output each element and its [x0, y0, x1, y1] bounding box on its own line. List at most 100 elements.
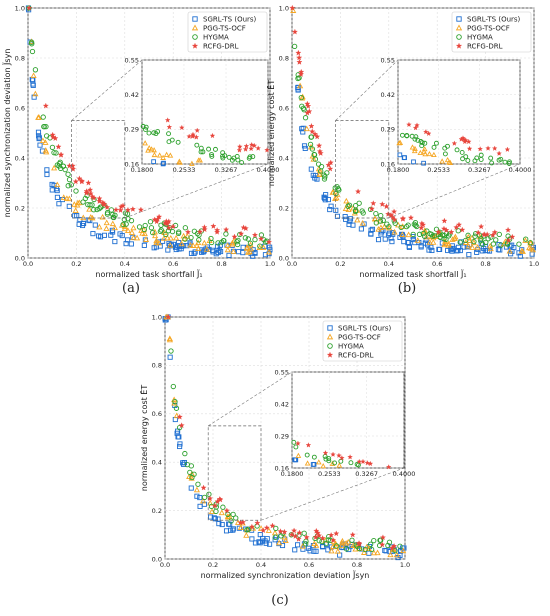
legend-entry: HYGMA	[338, 342, 364, 350]
marker-circle	[465, 232, 471, 238]
inset-x-tick-label: 0.3267	[215, 166, 238, 174]
marker-star	[399, 215, 406, 222]
marker-triangle	[74, 199, 81, 206]
marker-square	[197, 495, 203, 501]
marker-star	[327, 159, 334, 166]
marker-square	[31, 94, 37, 100]
marker-square	[176, 246, 182, 252]
marker-circle	[219, 239, 225, 245]
marker-circle	[196, 237, 202, 243]
marker-triangle	[487, 242, 494, 249]
marker-circle	[234, 239, 240, 245]
zoom-region	[335, 120, 390, 219]
marker-circle	[527, 240, 533, 246]
marker-square	[437, 246, 443, 252]
marker-circle	[163, 231, 169, 237]
marker-circle	[523, 236, 529, 242]
marker-circle	[239, 160, 245, 165]
marker-circle	[352, 202, 359, 209]
marker-triangle	[405, 231, 412, 238]
marker-star	[295, 440, 301, 446]
marker-circle	[209, 152, 214, 157]
inset-connector	[124, 163, 269, 219]
legend-entry: HYGMA	[203, 33, 229, 41]
marker-circle	[68, 182, 74, 188]
marker-circle	[235, 237, 241, 244]
marker-star	[26, 4, 33, 11]
marker-triangle	[526, 244, 533, 251]
y-tick-label: 0.0	[152, 555, 162, 563]
marker-star	[458, 136, 465, 142]
marker-triangle	[207, 499, 214, 506]
zoom-region	[71, 120, 126, 219]
marker-circle	[398, 224, 404, 231]
marker-circle	[327, 343, 333, 349]
marker-circle	[334, 184, 340, 190]
marker-triangle	[203, 246, 210, 252]
marker-circle	[140, 123, 146, 129]
marker-triangle	[326, 333, 334, 340]
marker-triangle	[176, 158, 183, 164]
marker-square	[401, 155, 407, 160]
legend-entry: PGG-TS-OCF	[338, 333, 381, 341]
marker-triangle	[441, 241, 448, 248]
marker-star	[237, 143, 243, 150]
marker-triangle	[449, 236, 456, 242]
inset-x-tick-label: 0.3267	[355, 470, 378, 478]
marker-triangle	[141, 230, 148, 237]
marker-triangle	[191, 24, 199, 31]
marker-star	[137, 206, 144, 213]
marker-star	[319, 535, 326, 541]
marker-square	[321, 195, 328, 201]
marker-circle	[228, 518, 234, 524]
marker-triangle	[163, 151, 170, 157]
marker-triangle	[414, 237, 421, 243]
marker-square	[466, 252, 472, 258]
marker-square	[36, 133, 42, 139]
marker-star	[154, 216, 161, 222]
marker-star	[455, 42, 463, 49]
marker-circle	[465, 158, 471, 163]
marker-circle	[245, 236, 251, 242]
marker-star	[333, 530, 340, 537]
marker-star	[326, 351, 334, 358]
marker-star	[124, 206, 131, 213]
marker-triangle	[474, 244, 481, 250]
marker-star	[304, 100, 311, 107]
marker-star	[481, 231, 488, 238]
marker-triangle	[35, 114, 42, 120]
legend-entry: SGRL-TS (Ours)	[467, 15, 521, 23]
marker-triangle	[338, 539, 346, 546]
inset-y-tick-label: 0.55	[275, 368, 289, 376]
marker-star	[308, 123, 315, 129]
marker-star	[379, 541, 386, 548]
marker-square	[212, 516, 218, 522]
marker-triangle	[167, 234, 174, 241]
inset-connector	[388, 163, 521, 219]
marker-circle	[40, 114, 46, 120]
marker-square	[240, 250, 246, 256]
marker-triangle	[130, 224, 137, 231]
marker-star	[418, 224, 425, 231]
inset-x-tick-label: 0.4000	[257, 166, 280, 174]
y-tick-label: 0.6	[279, 104, 289, 112]
marker-triangle	[32, 90, 39, 97]
marker-square	[411, 159, 416, 165]
marker-circle	[303, 541, 309, 547]
marker-circle	[343, 546, 350, 552]
x-tick-label: 0.4	[120, 260, 130, 268]
marker-square	[175, 434, 181, 440]
marker-triangle	[133, 234, 141, 241]
marker-square	[226, 521, 232, 527]
legend-entry: RCFG-DRL	[467, 42, 503, 50]
marker-star	[364, 460, 371, 466]
marker-star	[355, 188, 362, 195]
marker-circle	[257, 243, 263, 249]
inset-area	[291, 371, 405, 469]
marker-triangle	[399, 223, 406, 229]
panel-a: 0.00.0 0.2 0.2 0.4 0.4 0.6 0.6 0.8 0.8 1.0 1.0 norm…	[2, 4, 280, 296]
marker-star	[448, 228, 455, 235]
marker-triangle	[96, 223, 103, 230]
marker-star	[295, 535, 302, 542]
marker-circle	[321, 176, 328, 182]
